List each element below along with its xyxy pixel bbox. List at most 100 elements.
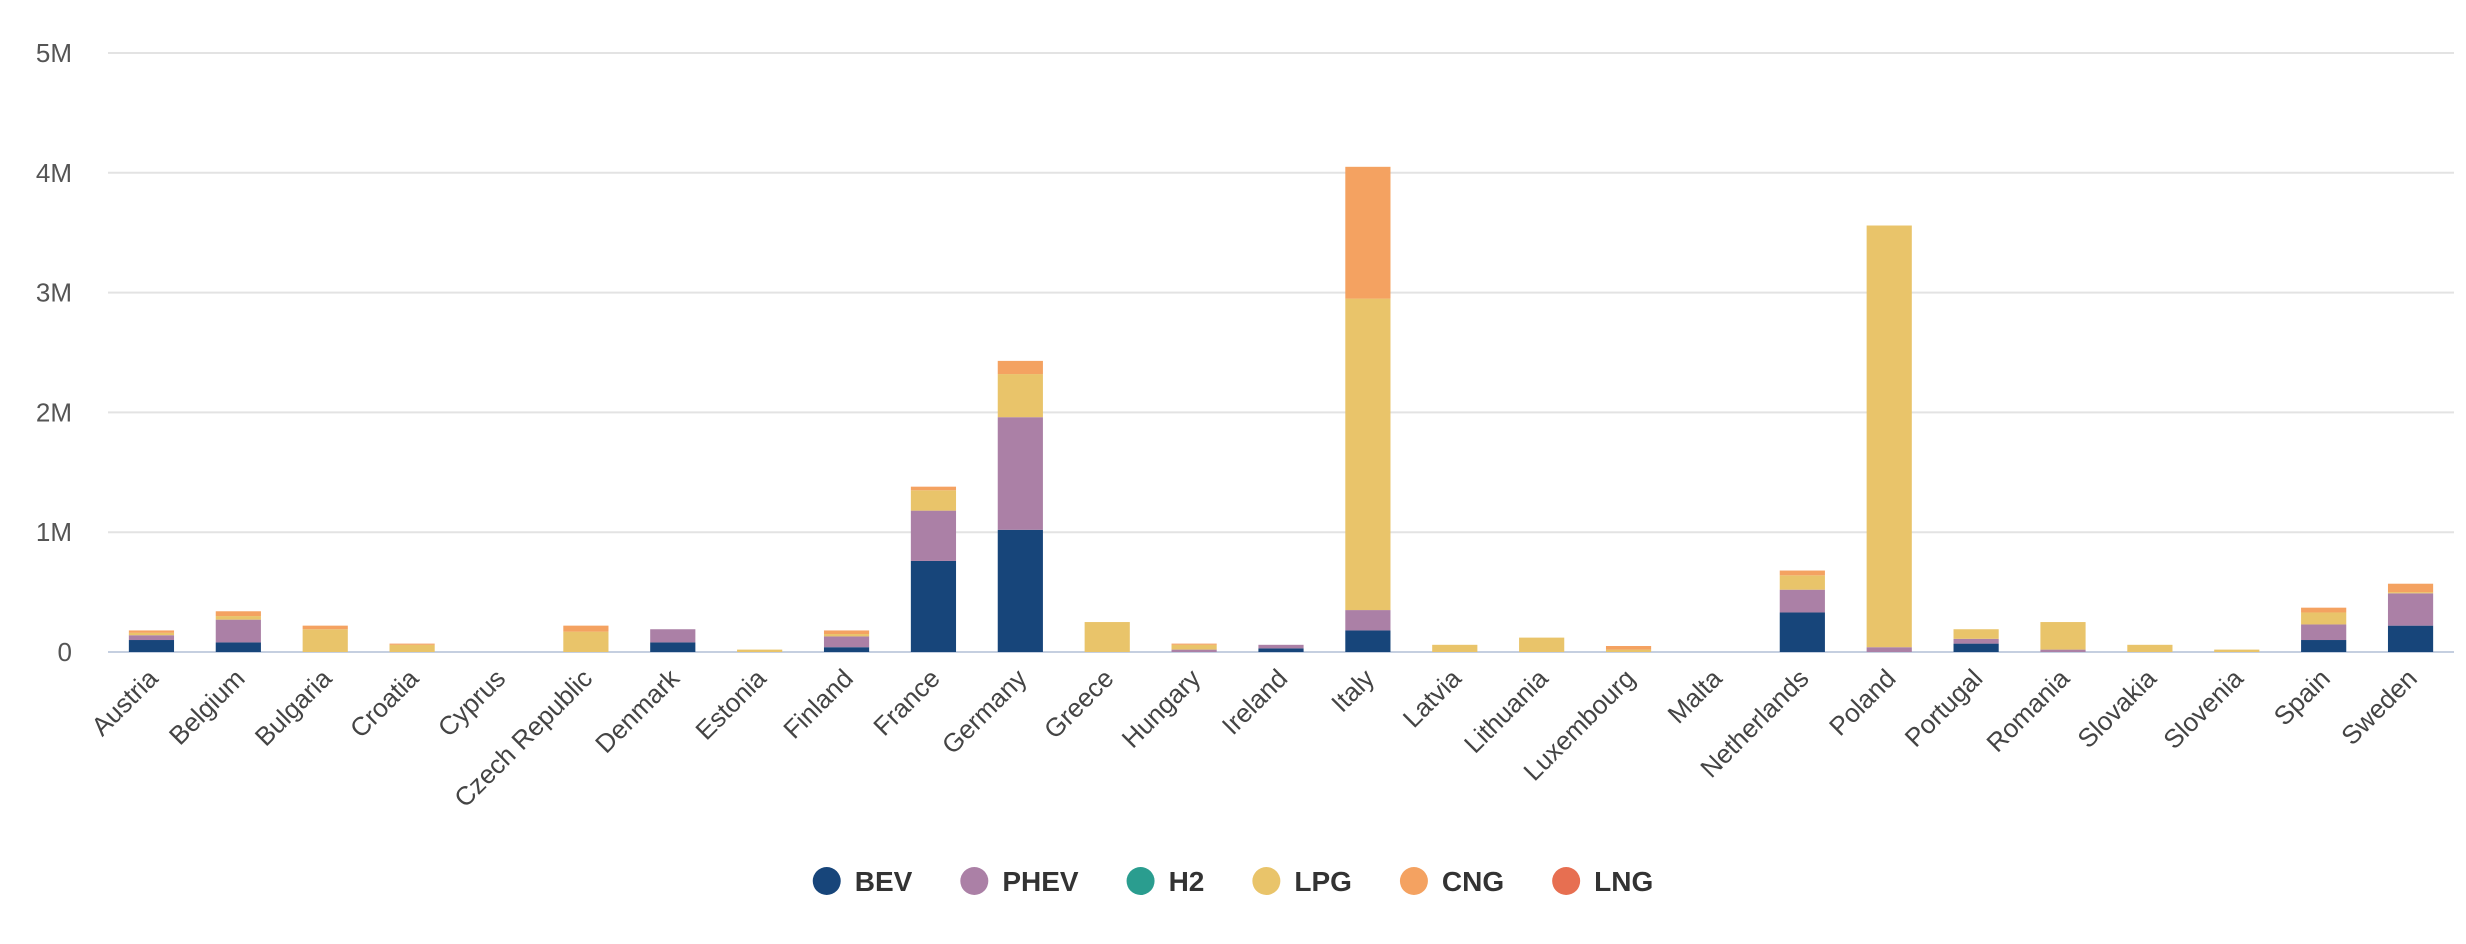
legend-label-phev: PHEV — [1002, 866, 1079, 897]
bar-lpg-finland[interactable] — [823, 634, 870, 637]
legend-item-lpg[interactable]: LPG — [1252, 866, 1352, 897]
bar-bev-portugal[interactable] — [1953, 643, 1999, 652]
bar-lpg-austria[interactable] — [128, 632, 175, 636]
legend-item-cng[interactable]: CNG — [1399, 866, 1504, 897]
legend-item-phev[interactable]: PHEV — [960, 866, 1079, 897]
bar-phev-france[interactable] — [910, 510, 957, 561]
legend-label-lpg: LPG — [1294, 866, 1352, 897]
bar-lpg-estonia[interactable] — [737, 649, 783, 652]
bar-lpg-slovenia[interactable] — [2214, 649, 2260, 652]
legend-marker-h2 — [1126, 867, 1155, 895]
bar-bev-spain[interactable] — [2301, 640, 2347, 652]
bar-phev-poland[interactable] — [1866, 647, 1912, 652]
bar-lpg-latvia[interactable] — [1432, 644, 1478, 652]
bar-phev-belgium[interactable] — [215, 619, 261, 643]
bar-lpg-hungary[interactable] — [1171, 644, 1217, 650]
bar-phev-netherlands[interactable] — [1779, 589, 1825, 613]
bar-lpg-spain[interactable] — [2301, 612, 2347, 625]
bar-cng-luxembourg[interactable] — [1605, 646, 1652, 650]
bar-lpg-poland[interactable] — [1866, 225, 1912, 648]
legend-item-bev[interactable]: BEV — [812, 866, 913, 897]
x-tick-label: Estonia — [689, 663, 772, 746]
x-tick-label: Slovenia — [2157, 663, 2249, 755]
bar-phev-italy[interactable] — [1345, 610, 1391, 631]
bar-bev-france[interactable] — [910, 560, 957, 652]
bar-lpg-france[interactable] — [910, 490, 957, 511]
bars-layer — [128, 166, 2434, 652]
bar-lpg-belgium[interactable] — [215, 616, 261, 620]
bar-cng-belgium[interactable] — [215, 611, 261, 617]
x-tick-label: Romania — [1980, 663, 2075, 758]
bar-cng-czech-republic[interactable] — [563, 625, 609, 632]
bar-phev-finland[interactable] — [823, 636, 870, 648]
bar-lpg-germany[interactable] — [997, 374, 1043, 418]
bar-lpg-sweden[interactable] — [2387, 592, 2434, 594]
bar-lpg-romania[interactable] — [2040, 622, 2086, 650]
x-tick-label: Germany — [936, 663, 1033, 760]
bar-lpg-slovakia[interactable] — [2127, 644, 2173, 652]
bar-bev-belgium[interactable] — [215, 642, 261, 652]
bar-cng-france[interactable] — [910, 486, 957, 491]
bar-cng-croatia[interactable] — [389, 643, 435, 645]
bar-cng-netherlands[interactable] — [1779, 570, 1825, 576]
bar-lpg-croatia[interactable] — [389, 644, 435, 652]
bar-bev-finland[interactable] — [823, 647, 870, 652]
y-tick-label: 4M — [36, 158, 72, 188]
bar-lpg-greece[interactable] — [1084, 622, 1130, 652]
x-tick-label: Spain — [2268, 663, 2336, 731]
bar-phev-romania[interactable] — [2040, 649, 2086, 652]
x-tick-label: Hungary — [1116, 663, 1207, 754]
legend: BEV PHEV H2 LPG CNG LNG — [812, 866, 1653, 897]
y-tick-label: 5M — [36, 38, 72, 68]
bar-phev-ireland[interactable] — [1258, 644, 1304, 649]
bar-bev-sweden[interactable] — [2387, 625, 2434, 652]
legend-marker-lpg — [1252, 867, 1281, 895]
bar-cng-finland[interactable] — [823, 630, 870, 635]
bar-bev-italy[interactable] — [1345, 630, 1391, 652]
bar-cng-sweden[interactable] — [2387, 583, 2434, 593]
x-tick-label: Slovakia — [2071, 663, 2162, 754]
bar-phev-spain[interactable] — [2301, 624, 2347, 641]
legend-label-lng: LNG — [1594, 866, 1653, 897]
bar-phev-denmark[interactable] — [650, 629, 696, 643]
bar-lpg-luxembourg[interactable] — [1605, 649, 1652, 652]
bar-lpg-portugal[interactable] — [1953, 629, 1999, 639]
bar-bev-netherlands[interactable] — [1779, 612, 1825, 652]
x-tick-label: Poland — [1823, 663, 1901, 741]
y-tick-label: 0 — [58, 637, 72, 667]
bar-phev-germany[interactable] — [997, 417, 1043, 530]
bar-cng-italy[interactable] — [1345, 166, 1391, 299]
legend-item-h2[interactable]: H2 — [1126, 866, 1205, 897]
bar-phev-sweden[interactable] — [2387, 593, 2434, 626]
x-tick-label: Cyprus — [432, 663, 511, 742]
legend-marker-lng — [1552, 867, 1581, 895]
bar-phev-hungary[interactable] — [1171, 649, 1217, 652]
bar-cng-germany[interactable] — [997, 360, 1043, 375]
bar-bev-denmark[interactable] — [650, 642, 696, 652]
x-tick-label: Austria — [85, 663, 164, 742]
bar-phev-portugal[interactable] — [1953, 638, 1999, 644]
bar-lpg-bulgaria[interactable] — [302, 629, 348, 652]
bar-phev-austria[interactable] — [128, 635, 175, 641]
bar-bev-austria[interactable] — [128, 640, 175, 652]
bar-cng-spain[interactable] — [2301, 607, 2347, 613]
bar-cng-austria[interactable] — [128, 630, 175, 633]
legend-marker-bev — [812, 867, 841, 895]
x-tick-label: Malta — [1662, 663, 1729, 730]
x-tick-label: Greece — [1038, 663, 1120, 745]
bar-lpg-lithuania[interactable] — [1519, 637, 1565, 652]
legend-item-lng[interactable]: LNG — [1552, 866, 1653, 897]
x-tick-label: Belgium — [163, 663, 251, 751]
bar-lpg-italy[interactable] — [1345, 298, 1391, 611]
bar-bev-germany[interactable] — [997, 529, 1043, 652]
bar-cng-bulgaria[interactable] — [302, 625, 348, 630]
bar-cng-hungary[interactable] — [1171, 643, 1217, 645]
bar-lpg-czech-republic[interactable] — [563, 631, 609, 652]
x-tick-label: France — [867, 663, 945, 741]
bar-lpg-netherlands[interactable] — [1779, 575, 1825, 590]
x-tick-label: Sweden — [2335, 663, 2423, 751]
bar-bev-ireland[interactable] — [1258, 648, 1304, 652]
x-tick-label: Portugal — [1899, 663, 1989, 753]
